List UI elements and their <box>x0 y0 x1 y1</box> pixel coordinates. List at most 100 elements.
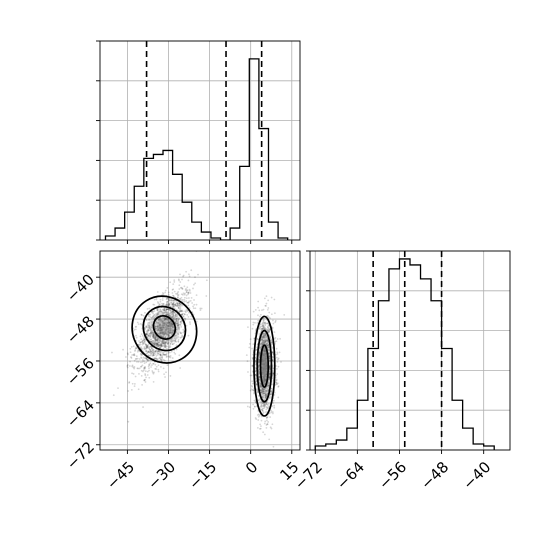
scatter-point <box>145 325 148 328</box>
scatter-point <box>166 301 169 303</box>
scatter-point <box>264 396 267 399</box>
scatter-point <box>156 309 159 311</box>
scatter-point <box>182 292 185 295</box>
scatter-point <box>144 370 147 373</box>
scatter-point <box>142 337 145 339</box>
scatter-point <box>169 331 171 333</box>
scatter-point <box>149 333 152 336</box>
scatter-point <box>262 343 265 346</box>
scatter-point <box>176 302 179 305</box>
scatter-point <box>267 344 270 347</box>
scatter-point <box>139 353 142 356</box>
scatter-point <box>265 402 267 405</box>
scatter-point <box>176 293 179 296</box>
scatter-point <box>168 325 171 328</box>
scatter-point <box>171 323 174 326</box>
scatter-point <box>160 356 163 359</box>
scatter-point <box>164 344 167 347</box>
scatter-point <box>283 313 286 316</box>
scatter-point <box>164 336 167 338</box>
scatter-point <box>176 332 179 335</box>
scatter-point <box>195 294 198 297</box>
scatter-point <box>150 338 153 341</box>
scatter-point <box>164 311 166 314</box>
scatter-point <box>161 354 164 357</box>
scatter-point <box>261 402 264 405</box>
scatter-point <box>264 379 267 382</box>
scatter-point <box>139 352 142 355</box>
scatter-point <box>264 332 266 335</box>
scatter-point <box>163 309 165 312</box>
scatter-point <box>260 313 262 316</box>
scatter-point <box>172 305 175 307</box>
scatter-point <box>179 305 182 308</box>
scatter-point <box>264 378 266 380</box>
scatter-point <box>261 389 264 391</box>
scatter-point <box>182 274 185 277</box>
scatter-point <box>264 338 267 341</box>
scatter-point <box>274 336 277 339</box>
scatter-point <box>167 291 170 294</box>
scatter-point <box>157 332 160 335</box>
scatter-point <box>255 378 258 381</box>
scatter-point <box>150 351 153 354</box>
scatter-point <box>261 396 264 399</box>
scatter-point <box>169 331 172 334</box>
scatter-point <box>262 377 265 379</box>
scatter-point <box>161 322 164 324</box>
scatter-point <box>156 291 159 293</box>
scatter-point <box>172 299 175 302</box>
scatter-point <box>268 351 271 354</box>
scatter-point <box>275 347 278 350</box>
scatter-point <box>165 304 167 306</box>
scatter-point <box>261 327 264 330</box>
scatter-point <box>270 387 273 390</box>
scatter-point <box>183 298 186 301</box>
scatter-point <box>162 319 164 322</box>
scatter-point <box>159 317 162 320</box>
scatter-point <box>263 380 266 382</box>
scatter-point <box>268 373 271 376</box>
scatter-point <box>158 329 161 332</box>
scatter-point <box>157 321 160 324</box>
scatter-point <box>145 325 147 328</box>
scatter-point <box>155 342 158 345</box>
scatter-point <box>261 341 264 344</box>
scatter-point <box>160 344 163 347</box>
scatter-point <box>259 381 262 384</box>
scatter-point <box>261 409 264 412</box>
scatter-point <box>161 328 164 331</box>
scatter-point <box>158 324 161 326</box>
scatter-point <box>145 357 148 360</box>
scatter-point <box>166 345 169 348</box>
scatter-point <box>173 290 176 293</box>
scatter-point <box>261 339 264 341</box>
scatter-point <box>161 331 164 334</box>
scatter-point <box>160 353 162 356</box>
scatter-point <box>176 322 179 325</box>
scatter-point <box>156 358 159 360</box>
scatter-point <box>163 322 166 325</box>
scatter-point <box>147 321 150 324</box>
scatter-point <box>168 303 170 305</box>
scatter-point <box>263 342 265 344</box>
scatter-point <box>177 323 180 326</box>
scatter-point <box>139 323 142 325</box>
scatter-point <box>156 321 159 324</box>
scatter-point <box>158 341 161 344</box>
scatter-point <box>133 367 136 370</box>
scatter-point <box>155 354 158 357</box>
scatter-point <box>154 336 157 338</box>
scatter-point <box>174 313 177 316</box>
scatter-point <box>148 327 151 329</box>
scatter-point <box>156 327 159 330</box>
scatter-point <box>258 361 261 364</box>
scatter-point <box>158 304 161 306</box>
scatter-point <box>152 303 155 306</box>
scatter-point <box>275 381 277 384</box>
scatter-point <box>177 306 180 309</box>
scatter-point <box>160 327 163 330</box>
scatter-point <box>261 335 264 338</box>
scatter-point <box>195 303 198 306</box>
scatter-point <box>143 360 146 363</box>
